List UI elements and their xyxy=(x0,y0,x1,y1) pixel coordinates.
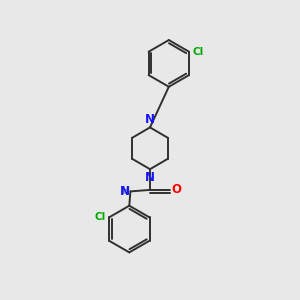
Text: N: N xyxy=(145,113,155,126)
Text: O: O xyxy=(172,183,182,196)
Text: Cl: Cl xyxy=(95,212,106,222)
Text: N: N xyxy=(145,171,155,184)
Text: N: N xyxy=(120,185,130,198)
Text: H: H xyxy=(121,186,129,197)
Text: Cl: Cl xyxy=(192,47,203,57)
